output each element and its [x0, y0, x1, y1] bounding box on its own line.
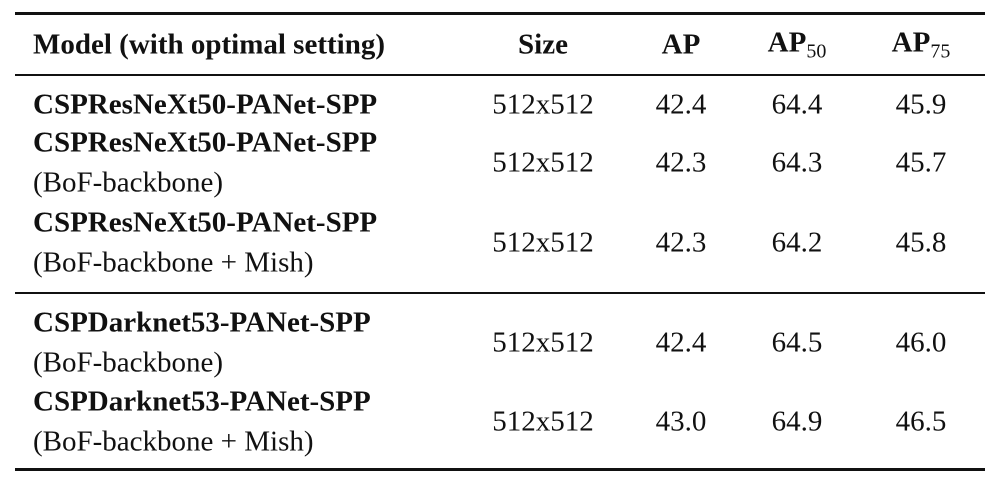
model-note: (BoF-backbone): [33, 166, 224, 199]
header-text: Size: [518, 28, 568, 61]
value-cell: 42.4: [655, 326, 707, 359]
header-cell: AP50: [767, 26, 827, 63]
model-name: CSPDarknet53-PANet-SPP: [33, 306, 371, 339]
model-note: (BoF-backbone + Mish): [33, 425, 314, 458]
model-name: CSPResNeXt50-PANet-SPP: [33, 126, 378, 159]
header-cell: Size: [518, 28, 568, 61]
model-name: CSPResNeXt50-PANet-SPP: [33, 88, 378, 121]
value-cell: 42.4: [655, 88, 707, 121]
header-rule: [15, 74, 985, 76]
header-subscript: 50: [806, 40, 827, 63]
model-note: (BoF-backbone): [33, 346, 224, 379]
top-rule: [15, 12, 985, 15]
value-cell: 64.3: [771, 146, 823, 179]
value-cell: 64.5: [771, 326, 823, 359]
value-cell: 64.4: [771, 88, 823, 121]
model-name: CSPResNeXt50-PANet-SPP: [33, 206, 378, 239]
value-cell: 46.0: [895, 326, 947, 359]
value-cell: 512x512: [492, 146, 594, 179]
value-cell: 512x512: [492, 226, 594, 259]
value-cell: 43.0: [655, 405, 707, 438]
value-cell: 45.8: [895, 226, 947, 259]
value-cell: 46.5: [895, 405, 947, 438]
header-text: AP: [767, 26, 807, 59]
bottom-rule: [15, 468, 985, 471]
header-text: AP: [891, 26, 931, 59]
value-cell: 64.2: [771, 226, 823, 259]
value-cell: 42.3: [655, 146, 707, 179]
group-rule: [15, 292, 985, 294]
header-cell: AP: [661, 28, 701, 61]
value-cell: 64.9: [771, 405, 823, 438]
header-cell: Model (with optimal setting): [33, 28, 385, 61]
value-cell: 45.9: [895, 88, 947, 121]
model-note: (BoF-backbone + Mish): [33, 246, 314, 279]
header-text: Model (with optimal setting): [33, 28, 385, 61]
model-name: CSPDarknet53-PANet-SPP: [33, 385, 371, 418]
value-cell: 512x512: [492, 405, 594, 438]
value-cell: 512x512: [492, 88, 594, 121]
header-cell: AP75: [891, 26, 951, 63]
value-cell: 45.7: [895, 146, 947, 179]
value-cell: 42.3: [655, 226, 707, 259]
header-subscript: 75: [930, 40, 951, 63]
value-cell: 512x512: [492, 326, 594, 359]
header-text: AP: [661, 28, 701, 61]
